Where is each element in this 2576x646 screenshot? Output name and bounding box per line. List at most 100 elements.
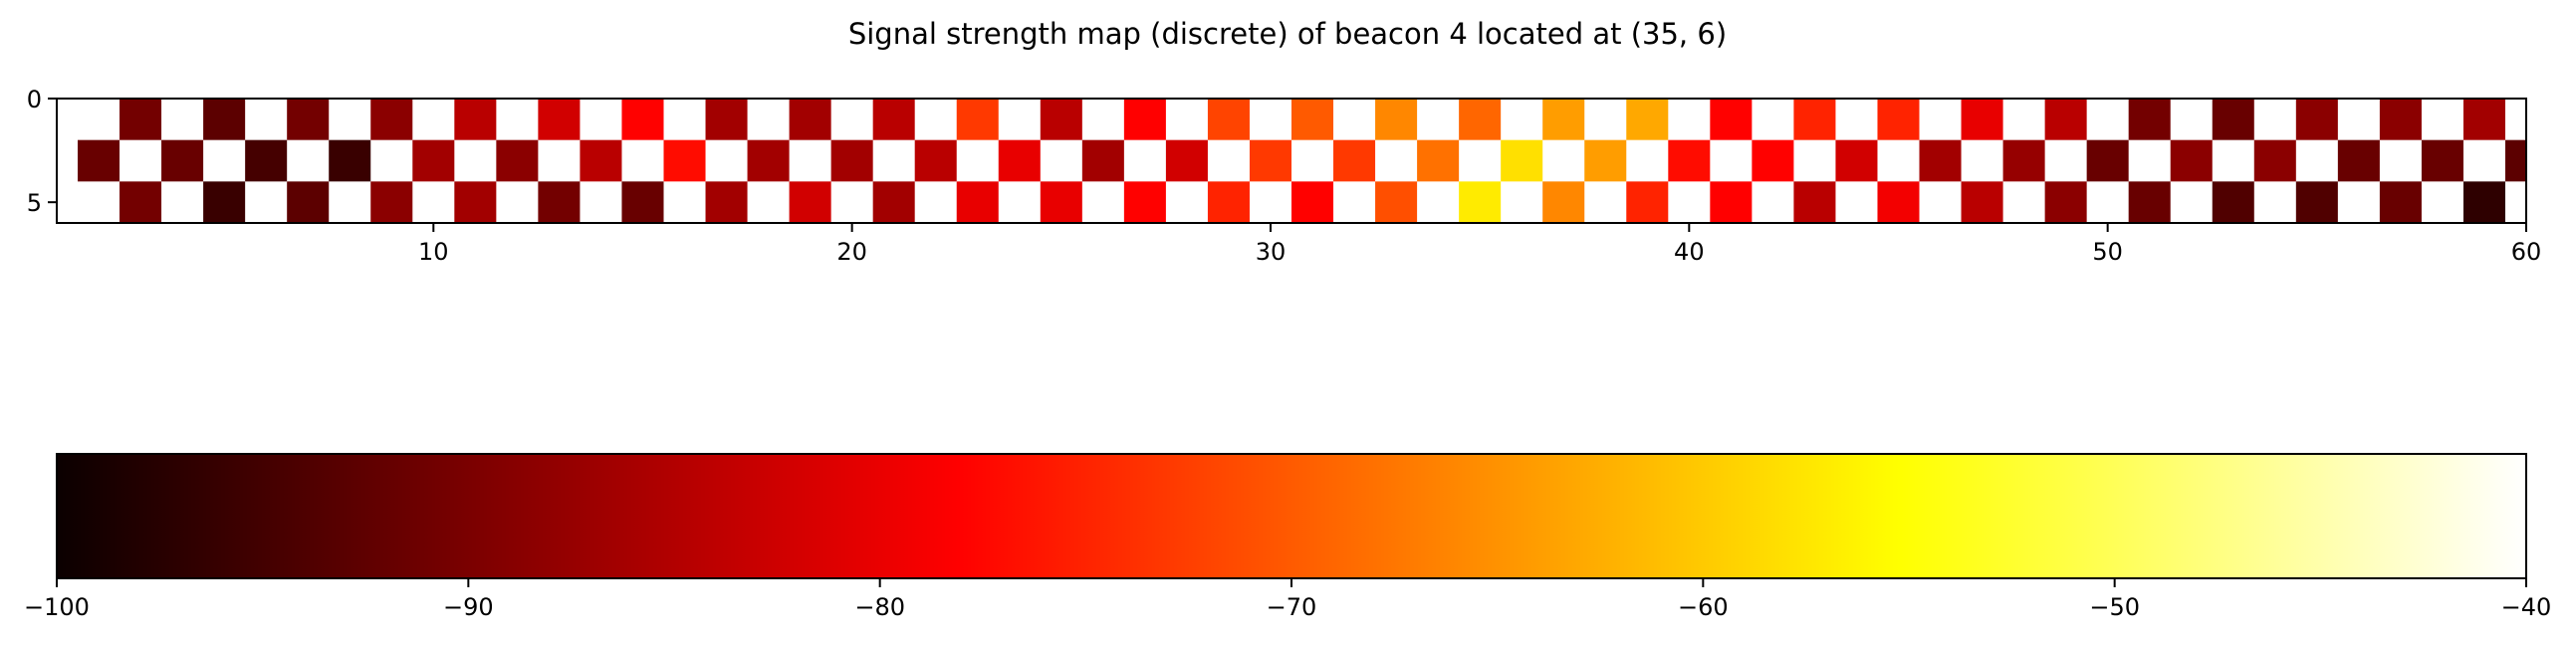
heatmap-cell xyxy=(1626,181,1669,223)
chart-title: Signal strength map (discrete) of beacon… xyxy=(848,17,1727,51)
heatmap-cell xyxy=(370,99,413,140)
heatmap-cell xyxy=(2212,99,2254,140)
colorbar-tick-label: −90 xyxy=(443,593,494,621)
heatmap-cell xyxy=(1961,99,2003,140)
heatmap-cell xyxy=(538,99,581,140)
heatmap-cell xyxy=(1207,99,1250,140)
y-tick-label: 5 xyxy=(27,189,42,217)
x-tick-label: 10 xyxy=(418,238,449,266)
heatmap-cell xyxy=(1375,181,1418,223)
heatmap-cell xyxy=(1040,99,1082,140)
heatmap-cell xyxy=(705,181,748,223)
heatmap-cell xyxy=(412,139,455,182)
x-tick-label: 60 xyxy=(2511,238,2542,266)
heatmap-cell xyxy=(580,139,622,182)
heatmap-cell xyxy=(1165,139,1208,182)
colorbar-tick-label: −80 xyxy=(854,593,905,621)
heatmap-cell xyxy=(1459,181,1502,223)
heatmap-cell xyxy=(1417,139,1460,182)
heatmap-cell xyxy=(914,139,957,182)
heatmap-cell xyxy=(1207,181,1250,223)
heatmap-cell xyxy=(2212,181,2254,223)
heatmap-cell xyxy=(245,139,288,182)
heatmap-cell xyxy=(1710,181,1753,223)
heatmap-cell xyxy=(203,181,246,223)
colorbar-tick-label: −50 xyxy=(2089,593,2140,621)
heatmap-cell xyxy=(1040,181,1082,223)
heatmap-cell xyxy=(287,99,330,140)
heatmap-cell xyxy=(329,139,371,182)
heatmap-cell xyxy=(2044,99,2087,140)
heatmap-cell xyxy=(1668,139,1711,182)
colorbar-tick-label: −70 xyxy=(1267,593,1317,621)
heatmap-cell xyxy=(1375,99,1418,140)
heatmap-cell xyxy=(496,139,539,182)
heatmap-cell xyxy=(1542,181,1585,223)
heatmap-cell xyxy=(1626,99,1669,140)
heatmap-cell xyxy=(2504,139,2526,182)
heatmap-cell xyxy=(872,181,915,223)
heatmap-cell xyxy=(1919,139,1962,182)
colorbar-axis: −100 −90 −80 −70 −60 −50 −40 xyxy=(24,578,2551,621)
heatmap-cells xyxy=(78,99,2526,223)
heatmap-cell xyxy=(872,99,915,140)
heatmap-cell xyxy=(454,99,497,140)
colorbar-tick-label: −60 xyxy=(1678,593,1729,621)
heatmap-cell xyxy=(663,139,706,182)
colorbar-tick-label: −40 xyxy=(2501,593,2552,621)
heatmap-cell xyxy=(789,99,831,140)
heatmap-cell xyxy=(1877,181,1920,223)
heatmap-cell xyxy=(2086,139,2129,182)
heatmap-cell xyxy=(1291,181,1334,223)
heatmap-cell xyxy=(1877,99,1920,140)
heatmap-cell xyxy=(2128,181,2171,223)
heatmap-cell xyxy=(789,181,831,223)
heatmap-cell xyxy=(203,99,246,140)
y-tick-label: 0 xyxy=(27,86,42,113)
heatmap-cell xyxy=(119,181,162,223)
heatmap-cell xyxy=(1291,99,1334,140)
heatmap-cell xyxy=(161,139,204,182)
heatmap-cell xyxy=(287,181,330,223)
heatmap-cell xyxy=(1542,99,1585,140)
heatmap-cell xyxy=(2295,99,2338,140)
heatmap-cell xyxy=(747,139,790,182)
heatmap-cell xyxy=(2379,99,2422,140)
heatmap-cell xyxy=(956,181,999,223)
heatmap-cell xyxy=(1584,139,1627,182)
heatmap-cell xyxy=(956,99,999,140)
heatmap-cell xyxy=(2044,181,2087,223)
heatmap-cell xyxy=(2462,99,2505,140)
heatmap-cell xyxy=(1249,139,1291,182)
colorbar xyxy=(56,453,2527,579)
heatmap-cell xyxy=(1752,139,1794,182)
heatmap-cell xyxy=(705,99,748,140)
heatmap-cell xyxy=(1123,181,1166,223)
heatmap-frame xyxy=(56,98,2527,224)
x-tick-label: 20 xyxy=(836,238,867,266)
x-tick-label: 30 xyxy=(1256,238,1287,266)
heatmap-cell xyxy=(2337,139,2380,182)
heatmap-cell xyxy=(2295,181,2338,223)
heatmap-cell xyxy=(1835,139,1878,182)
heatmap-cell xyxy=(1123,99,1166,140)
heatmap-cell xyxy=(1333,139,1376,182)
heatmap-cell xyxy=(370,181,413,223)
heatmap-cell xyxy=(1081,139,1124,182)
colorbar-tick-label: −100 xyxy=(24,593,90,621)
heatmap-cell xyxy=(2379,181,2422,223)
x-tick-label: 40 xyxy=(1674,238,1705,266)
heatmap-cell xyxy=(538,181,581,223)
heatmap-cell xyxy=(1793,99,1836,140)
heatmap-cell xyxy=(1501,139,1543,182)
heatmap-cell xyxy=(621,181,664,223)
heatmap-cell xyxy=(1710,99,1753,140)
heatmap-cell xyxy=(2128,99,2171,140)
heatmap-cell xyxy=(1459,99,1502,140)
heatmap-cell xyxy=(454,181,497,223)
heatmap-cell xyxy=(2002,139,2045,182)
heatmap-cell xyxy=(1961,181,2003,223)
heatmap-cell xyxy=(2253,139,2296,182)
heatmap-cell xyxy=(998,139,1041,182)
